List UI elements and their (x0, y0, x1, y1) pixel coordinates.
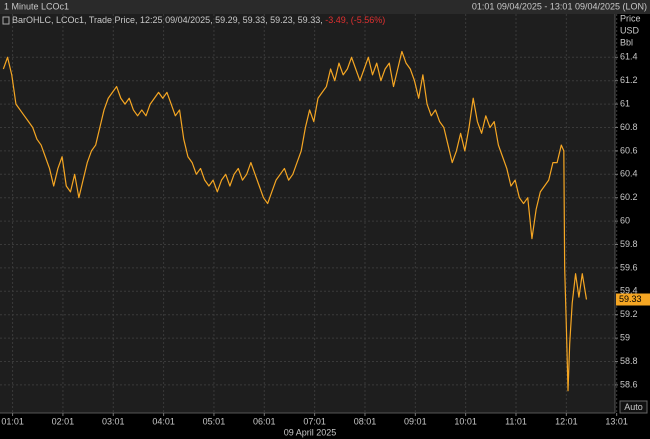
y-tick-label: 61 (620, 98, 630, 108)
y-tick-label: 60.6 (620, 145, 638, 155)
y-tick-label: 59.6 (620, 262, 638, 272)
auto-button[interactable]: Auto (619, 400, 648, 414)
x-tick-label: 11:01 (505, 416, 527, 426)
x-axis-label: 09 April 2025 (284, 427, 337, 437)
x-tick-label: 06:01 (253, 416, 276, 426)
legend-change: -3.49, (-5.56%) (325, 15, 385, 25)
y-tick-label: 59.4 (620, 286, 638, 296)
auto-button-label[interactable]: Auto (624, 402, 643, 412)
x-tick-label: 02:01 (52, 416, 75, 426)
x-tick-label: 04:01 (152, 416, 175, 426)
y-tick-label: 61.4 (620, 52, 638, 62)
y-tick-label: 58.8 (620, 356, 638, 366)
x-tick-label: 01:01 (1, 416, 24, 426)
last-price-tag (616, 293, 650, 306)
x-tick-label: 10:01 (454, 416, 477, 426)
y-axis-label: USD (620, 25, 640, 35)
header-range: 01:01 09/04/2025 - 13:01 09/04/2025 (LON… (472, 1, 647, 11)
header-bar (0, 0, 650, 14)
y-tick-label: 59 (620, 332, 630, 342)
y-tick-label: 60.8 (620, 122, 638, 132)
y-axis-label: Bbl (620, 37, 633, 47)
y-tick-label: 60 (620, 215, 630, 225)
y-tick-label: 59.8 (620, 239, 638, 249)
x-tick-label: 03:01 (102, 416, 125, 426)
plot-area (0, 14, 615, 413)
auto-button-box[interactable] (619, 400, 648, 414)
y-tick-label: 60.2 (620, 192, 638, 202)
legend: BarOHLC, LCOc1, Trade Price, 12:25 09/04… (12, 15, 385, 25)
x-tick-label: 12:01 (555, 416, 578, 426)
x-tick-label: 05:01 (203, 416, 226, 426)
x-tick-label: 13:01 (605, 416, 628, 426)
legend-text: BarOHLC, LCOc1, Trade Price, 12:25 09/04… (12, 15, 323, 25)
price-line (2, 50, 588, 392)
x-tick-label: 09:01 (404, 416, 427, 426)
header-title: 1 Minute LCOc1 (4, 1, 69, 11)
last-price-label: 59.33 (619, 294, 642, 304)
x-tick-label: 08:01 (354, 416, 377, 426)
y-tick-label: 60.4 (620, 169, 638, 179)
legend-icon (2, 16, 10, 25)
y-axis-label: Price (620, 13, 641, 23)
series (2, 50, 588, 392)
y-tick-label: 58.6 (620, 379, 638, 389)
y-tick-label: 59.2 (620, 309, 638, 319)
y-tick-label: 61.2 (620, 75, 638, 85)
x-tick-label: 07:01 (303, 416, 326, 426)
